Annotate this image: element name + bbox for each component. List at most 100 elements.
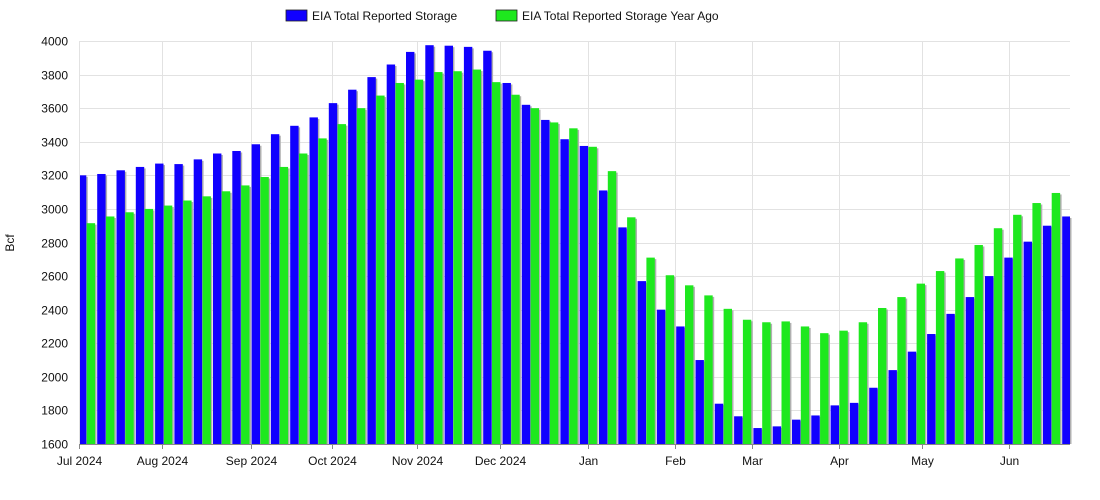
bar-storage[interactable]	[155, 163, 164, 444]
bar-storage[interactable]	[116, 170, 125, 444]
bar-storage[interactable]	[193, 159, 203, 444]
bar-storage-year-ago[interactable]	[897, 297, 906, 444]
bar-storage[interactable]	[849, 402, 859, 444]
bar-storage[interactable]	[1062, 216, 1070, 444]
bar-storage-year-ago[interactable]	[125, 212, 134, 444]
bar-storage[interactable]	[251, 144, 260, 445]
bar-storage[interactable]	[213, 153, 222, 445]
bar-storage[interactable]	[946, 313, 955, 444]
bar-storage[interactable]	[618, 227, 627, 444]
bar-storage-year-ago[interactable]	[241, 185, 250, 445]
bar-storage[interactable]	[753, 428, 762, 444]
bar-storage-year-ago[interactable]	[299, 153, 308, 445]
bar-storage-year-ago[interactable]	[974, 245, 983, 444]
bar-storage[interactable]	[830, 405, 839, 444]
bar-storage-year-ago[interactable]	[742, 319, 752, 444]
bar-storage[interactable]	[425, 45, 434, 445]
bar-storage[interactable]	[714, 403, 724, 444]
bar-storage[interactable]	[386, 64, 396, 444]
bar-storage-year-ago[interactable]	[800, 326, 810, 444]
bar-storage[interactable]	[270, 134, 280, 444]
bar-storage[interactable]	[1004, 257, 1013, 444]
bar-storage-year-ago[interactable]	[1032, 203, 1041, 444]
bar-storage[interactable]	[560, 139, 569, 444]
bar-storage-year-ago[interactable]	[762, 322, 771, 444]
bar-storage-year-ago[interactable]	[955, 258, 964, 444]
bar-storage[interactable]	[772, 426, 782, 444]
bar-storage[interactable]	[695, 360, 704, 444]
bar-storage-year-ago[interactable]	[878, 307, 887, 444]
bar-storage[interactable]	[444, 45, 453, 445]
bar-storage-year-ago[interactable]	[627, 217, 636, 444]
bar-storage-year-ago[interactable]	[839, 330, 848, 444]
bar-storage[interactable]	[1023, 241, 1032, 444]
bar-storage[interactable]	[1042, 225, 1052, 444]
bar-storage-year-ago[interactable]	[492, 82, 501, 444]
bar-storage-year-ago[interactable]	[511, 94, 520, 444]
bar-storage-year-ago[interactable]	[260, 177, 269, 444]
bar-storage[interactable]	[927, 334, 936, 444]
bar-storage[interactable]	[348, 89, 357, 444]
bar-storage-year-ago[interactable]	[453, 71, 462, 444]
bar-storage[interactable]	[483, 50, 492, 444]
bar-storage-year-ago[interactable]	[1013, 214, 1022, 444]
bar-storage[interactable]	[502, 82, 511, 445]
legend[interactable]: EIA Total Reported Storage EIA Total Rep…	[285, 9, 719, 23]
bar-storage[interactable]	[406, 51, 415, 445]
bar-storage-year-ago[interactable]	[106, 216, 115, 444]
bar-storage[interactable]	[309, 117, 318, 444]
bar-storage[interactable]	[174, 164, 183, 444]
bar-storage[interactable]	[656, 309, 666, 444]
bar-storage[interactable]	[985, 276, 994, 444]
bar-storage[interactable]	[290, 125, 299, 445]
bar-storage-year-ago[interactable]	[858, 322, 868, 444]
bar-storage[interactable]	[135, 166, 145, 444]
bar-storage-year-ago[interactable]	[434, 72, 443, 445]
bar-storage[interactable]	[965, 297, 975, 444]
bar-storage-year-ago[interactable]	[820, 333, 829, 444]
bar-storage-year-ago[interactable]	[1051, 192, 1061, 444]
bar-storage-year-ago[interactable]	[183, 200, 192, 444]
bar-storage-year-ago[interactable]	[993, 228, 1003, 444]
bar-storage-year-ago[interactable]	[318, 138, 327, 444]
bar-storage[interactable]	[599, 190, 608, 444]
bar-storage-year-ago[interactable]	[202, 196, 211, 444]
bar-storage-year-ago[interactable]	[549, 122, 559, 445]
bar-storage[interactable]	[97, 173, 106, 445]
bar-storage[interactable]	[637, 281, 646, 444]
bar-storage-year-ago[interactable]	[781, 321, 790, 444]
bar-storage[interactable]	[80, 175, 87, 445]
bar-storage[interactable]	[579, 145, 589, 444]
bar-storage[interactable]	[676, 326, 685, 444]
bar-storage[interactable]	[463, 46, 473, 445]
bar-storage[interactable]	[734, 416, 743, 444]
bar-storage[interactable]	[888, 370, 897, 444]
bar-storage-year-ago[interactable]	[665, 275, 675, 444]
bar-storage[interactable]	[367, 77, 376, 444]
bar-storage-year-ago[interactable]	[279, 166, 289, 444]
bar-storage-year-ago[interactable]	[395, 82, 404, 445]
bar-storage-year-ago[interactable]	[356, 108, 366, 445]
bar-storage-year-ago[interactable]	[569, 128, 578, 445]
bar-storage-year-ago[interactable]	[646, 257, 655, 444]
bar-storage[interactable]	[328, 103, 338, 445]
bar-storage-year-ago[interactable]	[414, 79, 424, 444]
bar-storage-year-ago[interactable]	[588, 146, 597, 444]
bar-storage-year-ago[interactable]	[916, 283, 925, 444]
bar-storage-year-ago[interactable]	[723, 308, 732, 444]
bar-storage[interactable]	[792, 419, 801, 444]
bar-storage-year-ago[interactable]	[530, 108, 539, 445]
bar-storage-year-ago[interactable]	[376, 95, 385, 445]
bar-storage-year-ago[interactable]	[607, 171, 617, 444]
bar-storage-year-ago[interactable]	[86, 223, 96, 444]
bar-storage[interactable]	[907, 351, 917, 444]
bar-storage[interactable]	[232, 150, 241, 444]
bar-storage-year-ago[interactable]	[337, 124, 346, 445]
bar-storage[interactable]	[869, 387, 878, 444]
bar-storage[interactable]	[811, 415, 820, 444]
bar-storage-year-ago[interactable]	[472, 69, 482, 444]
bar-storage-year-ago[interactable]	[685, 285, 694, 444]
bar-storage[interactable]	[541, 119, 550, 444]
bar-storage[interactable]	[521, 104, 531, 444]
bar-storage-year-ago[interactable]	[144, 208, 153, 444]
